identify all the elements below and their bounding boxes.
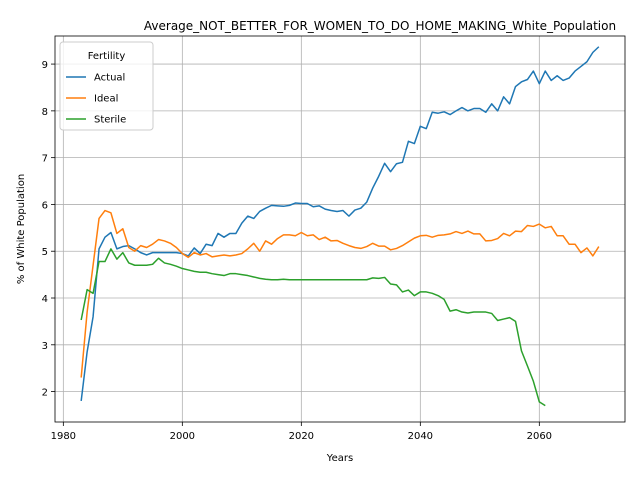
x-tick-label: 2020 <box>289 431 314 442</box>
x-tick-label: 2060 <box>527 431 552 442</box>
y-tick-label: 2 <box>42 388 48 399</box>
y-tick-label: 8 <box>42 107 48 118</box>
series-line-sterile <box>80 248 546 407</box>
legend-label-actual: Actual <box>94 73 125 84</box>
legend-title: Fertility <box>88 51 126 62</box>
chart-title: Average_NOT_BETTER_FOR_WOMEN_TO_DO_HOME_… <box>144 19 616 33</box>
legend-box <box>59 41 154 131</box>
x-tick-label: 2000 <box>170 431 195 442</box>
y-tick-label: 6 <box>42 200 48 211</box>
y-tick-label: 9 <box>42 60 48 71</box>
y-tick-label: 3 <box>42 341 48 352</box>
x-tick-label: 1980 <box>51 431 76 442</box>
axis-ticks: 1980 2000 2020 2040 2060 2 3 4 5 6 7 8 9 <box>42 60 552 442</box>
legend-label-sterile: Sterile <box>94 115 126 126</box>
series-line-actual <box>80 46 600 402</box>
legend: Fertility Actual Ideal Sterile <box>59 41 154 131</box>
series-line-ideal <box>80 209 600 378</box>
series-lines <box>80 46 600 407</box>
y-tick-label: 4 <box>42 294 48 305</box>
legend-entries: Actual Ideal Sterile <box>66 73 126 126</box>
y-tick-label: 5 <box>42 247 48 258</box>
grid <box>55 36 625 422</box>
legend-label-ideal: Ideal <box>94 94 118 105</box>
y-tick-label: 7 <box>42 154 48 165</box>
plot-frame <box>54 35 626 423</box>
x-tick-label: 2040 <box>408 431 433 442</box>
y-axis-title: % of White Population <box>16 174 27 284</box>
x-axis-title: Years <box>326 453 353 464</box>
